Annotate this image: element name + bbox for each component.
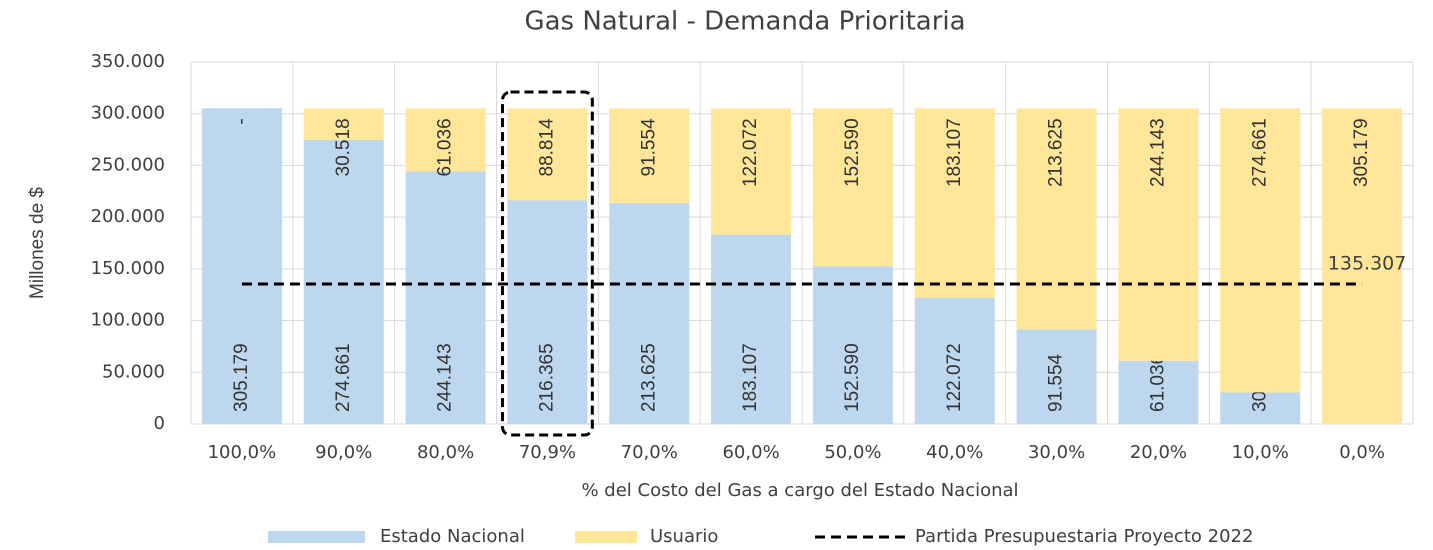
legend-swatch <box>268 531 365 543</box>
bar-segment <box>1016 329 1097 424</box>
bar-segment <box>1322 108 1403 424</box>
bar-segment <box>1220 108 1301 393</box>
data-label: 305.179 <box>231 343 252 412</box>
y-tick-label: 50.000 <box>102 361 165 382</box>
data-label: 216.365 <box>536 343 557 412</box>
x-tick-label: 30,0% <box>1028 442 1085 463</box>
data-label: 88.814 <box>536 118 557 177</box>
data-label: - <box>231 118 252 124</box>
x-tick-label: 0,0% <box>1339 442 1385 463</box>
data-label: 152.590 <box>842 118 863 187</box>
x-tick-label: 10,0% <box>1232 442 1289 463</box>
reference-label: 135.307 <box>1328 253 1407 275</box>
bar-segment <box>812 108 893 267</box>
data-label: 274.661 <box>1249 118 1270 187</box>
bar-segment <box>201 108 282 424</box>
bar-segment <box>303 139 384 424</box>
data-label: 61.036 <box>435 118 456 176</box>
y-tick-label: 0 <box>154 413 165 434</box>
bar-segment <box>1016 108 1097 330</box>
y-tick-label: 200.000 <box>91 206 165 227</box>
bar-segment <box>812 266 893 424</box>
data-label: 122.072 <box>944 343 965 412</box>
data-label: 152.590 <box>842 343 863 412</box>
data-label: 274.661 <box>333 343 354 412</box>
y-tick-label: 150.000 <box>91 258 165 279</box>
data-label: 122.072 <box>740 118 761 187</box>
data-label: 91.554 <box>1046 353 1067 412</box>
bar-segment <box>1220 392 1301 424</box>
bar-segment <box>303 108 384 140</box>
data-label: 213.625 <box>1046 118 1067 187</box>
bar-segment <box>507 108 588 201</box>
x-axis-label: % del Costo del Gas a cargo del Estado N… <box>581 480 1018 501</box>
bar-segment <box>405 108 486 172</box>
legend-label: Estado Nacional <box>380 526 525 547</box>
bar-segment <box>609 203 690 424</box>
x-tick-label: 40,0% <box>926 442 983 463</box>
y-tick-label: 250.000 <box>91 154 165 175</box>
data-label: 244.143 <box>1147 118 1168 187</box>
bar-segment <box>507 200 588 424</box>
legend-label: Partida Presupuestaria Proyecto 2022 <box>915 526 1253 547</box>
x-tick-label: 60,0% <box>722 442 779 463</box>
bar-segment <box>711 108 792 235</box>
legend-label: Usuario <box>650 526 718 547</box>
y-tick-label: 100.000 <box>91 310 165 331</box>
bar-segment <box>609 108 690 204</box>
data-label: 305.179 <box>1351 118 1372 187</box>
data-label: 183.107 <box>740 343 761 412</box>
y-axis-label: Millones de $ <box>27 187 48 299</box>
x-tick-label: 20,0% <box>1130 442 1187 463</box>
y-tick-label: 350.000 <box>91 51 165 72</box>
x-tick-label: 50,0% <box>824 442 881 463</box>
x-tick-label: 70,9% <box>519 442 576 463</box>
legend-swatch <box>575 531 637 543</box>
x-tick-label: 70,0% <box>621 442 678 463</box>
x-tick-label: 90,0% <box>315 442 372 463</box>
bar-segment <box>1118 108 1199 361</box>
chart-title: Gas Natural - Demanda Prioritaria <box>524 7 965 37</box>
data-label: 183.107 <box>944 118 965 187</box>
y-tick-label: 300.000 <box>91 103 165 124</box>
bar-segment <box>405 171 486 424</box>
x-tick-label: 100,0% <box>208 442 277 463</box>
bar-segment <box>914 108 995 298</box>
data-label: 213.625 <box>638 343 659 412</box>
bar-segment <box>1118 360 1199 424</box>
bar-segment <box>914 297 995 424</box>
data-label: 30.518 <box>333 118 354 176</box>
highlight-box <box>501 90 594 437</box>
data-label: 61.036 <box>1147 354 1168 412</box>
x-tick-label: 80,0% <box>417 442 474 463</box>
data-label: 91.554 <box>638 118 659 177</box>
data-label: 244.143 <box>435 343 456 412</box>
bar-segment <box>711 234 792 424</box>
